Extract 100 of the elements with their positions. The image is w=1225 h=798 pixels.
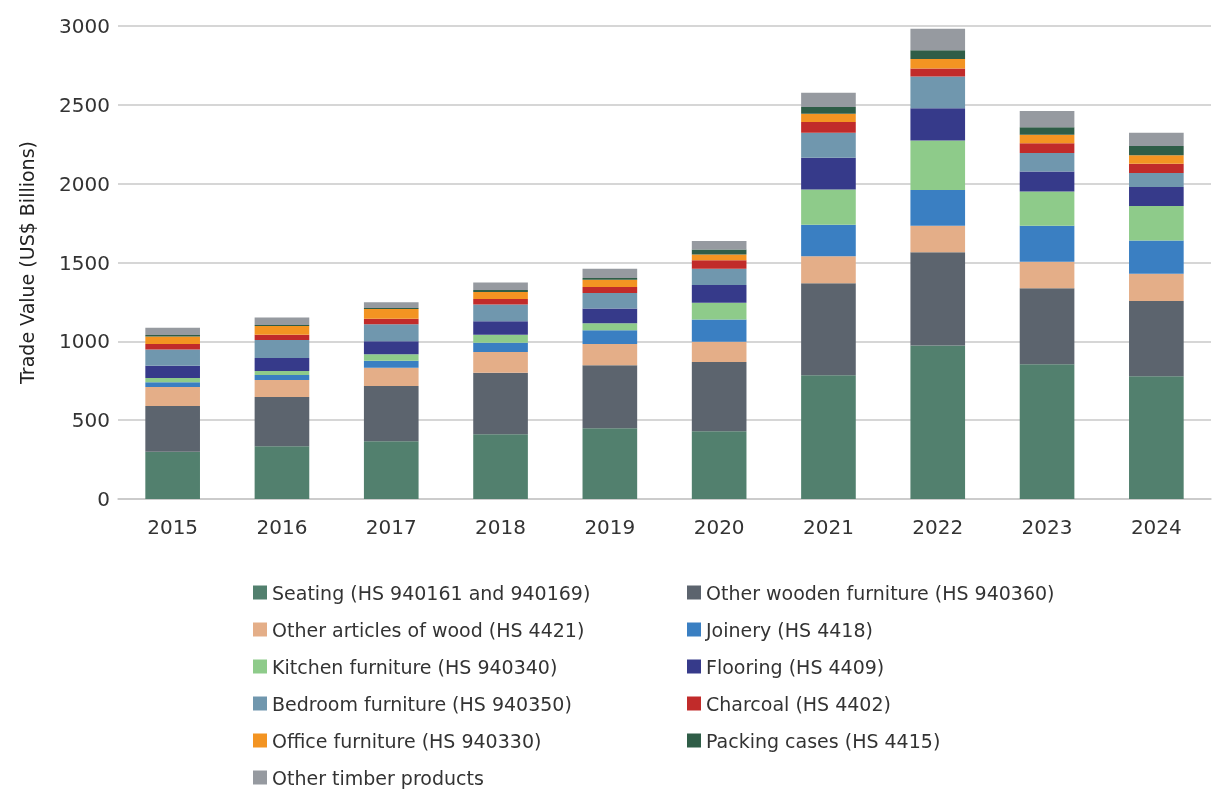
bar bbox=[582, 344, 638, 366]
bar bbox=[801, 224, 856, 257]
bar bbox=[254, 358, 310, 371]
bar bbox=[145, 336, 200, 345]
y-tick-label: 2500 bbox=[59, 92, 110, 117]
x-tick-label: 2021 bbox=[803, 515, 854, 539]
bar bbox=[1019, 225, 1075, 262]
x-tick-label: 2017 bbox=[365, 515, 417, 539]
bar bbox=[1129, 186, 1184, 207]
x-tick-label: 2023 bbox=[1021, 515, 1073, 539]
bar bbox=[254, 325, 310, 335]
bar bbox=[691, 268, 747, 285]
legend-label: Other timber products bbox=[272, 766, 484, 789]
bar bbox=[910, 108, 966, 141]
y-axis-title: Trade Value (US$ Billions) bbox=[15, 141, 38, 385]
bar bbox=[363, 441, 419, 499]
y-tick-label: 500 bbox=[71, 408, 110, 433]
x-tick-label: 2018 bbox=[475, 515, 526, 539]
bar bbox=[473, 342, 528, 352]
bar bbox=[473, 282, 528, 290]
legend-label: Charcoal (HS 4402) bbox=[706, 692, 891, 715]
bar bbox=[254, 380, 310, 397]
x-tick-label: 2019 bbox=[584, 515, 636, 539]
y-tick-label: 1000 bbox=[59, 329, 110, 354]
bar bbox=[910, 50, 966, 59]
bar bbox=[801, 189, 856, 225]
bar bbox=[254, 317, 310, 326]
bar bbox=[363, 309, 419, 319]
bar bbox=[363, 341, 419, 355]
bar bbox=[582, 268, 638, 279]
bar bbox=[363, 367, 419, 386]
bar bbox=[582, 330, 638, 345]
bar bbox=[473, 291, 528, 299]
bar bbox=[1019, 110, 1075, 128]
bar bbox=[145, 387, 200, 406]
bar bbox=[582, 293, 638, 309]
bar bbox=[1129, 206, 1184, 241]
bar bbox=[473, 321, 528, 335]
bar bbox=[363, 360, 419, 368]
bar bbox=[801, 157, 856, 190]
legend-label: Office furniture (HS 940330) bbox=[272, 729, 542, 752]
y-tick-label: 1500 bbox=[59, 250, 110, 275]
bar bbox=[1019, 288, 1075, 365]
bar bbox=[1019, 191, 1075, 226]
legend-label: Other articles of wood (HS 4421) bbox=[272, 618, 585, 641]
legend-label: Kitchen furniture (HS 940340) bbox=[272, 655, 558, 678]
bar bbox=[254, 370, 310, 375]
bar bbox=[1129, 240, 1184, 274]
bar bbox=[1019, 153, 1075, 172]
bar bbox=[1129, 376, 1184, 499]
bar bbox=[910, 140, 966, 190]
bar bbox=[691, 341, 747, 362]
bar bbox=[473, 304, 528, 322]
bar bbox=[473, 289, 528, 292]
bar bbox=[254, 446, 310, 499]
bar bbox=[691, 302, 747, 320]
bar bbox=[1019, 171, 1075, 192]
bar bbox=[1129, 163, 1184, 174]
bar bbox=[1129, 145, 1184, 156]
y-tick-label: 0 bbox=[97, 487, 110, 511]
legend-label: Packing cases (HS 4415) bbox=[706, 729, 941, 752]
bar bbox=[910, 225, 966, 253]
bar bbox=[691, 319, 747, 342]
bar bbox=[145, 344, 200, 350]
bar bbox=[582, 323, 638, 331]
legend-label: Flooring (HS 4409) bbox=[706, 655, 885, 678]
bar bbox=[801, 92, 856, 107]
bar bbox=[801, 256, 856, 284]
bar bbox=[363, 385, 419, 442]
bar bbox=[801, 283, 856, 376]
bar bbox=[1129, 173, 1184, 187]
legend-label: Seating (HS 940161 and 940169) bbox=[272, 581, 591, 604]
bar bbox=[145, 378, 200, 383]
bar bbox=[691, 284, 747, 303]
bar bbox=[1019, 261, 1075, 289]
x-tick-label: 2015 bbox=[147, 515, 199, 539]
bar bbox=[582, 279, 638, 287]
bar bbox=[582, 428, 638, 499]
bar bbox=[1019, 143, 1075, 154]
bar bbox=[1129, 132, 1184, 146]
bar bbox=[691, 361, 747, 432]
bar bbox=[801, 375, 856, 499]
y-tick-label: 3000 bbox=[59, 14, 110, 38]
bar bbox=[145, 349, 200, 366]
bar bbox=[254, 334, 310, 340]
bar bbox=[1129, 273, 1184, 301]
bar bbox=[473, 298, 528, 305]
bar bbox=[910, 68, 966, 77]
bar bbox=[1019, 127, 1075, 135]
bar bbox=[363, 354, 419, 361]
bar bbox=[910, 76, 966, 109]
bar bbox=[1019, 364, 1075, 499]
bar bbox=[145, 382, 200, 388]
x-tick-label: 2016 bbox=[256, 515, 308, 539]
bar bbox=[910, 189, 966, 226]
bar bbox=[910, 252, 966, 346]
bar bbox=[582, 286, 638, 294]
bar bbox=[145, 451, 200, 499]
bar bbox=[473, 434, 528, 499]
bar bbox=[1019, 134, 1075, 144]
